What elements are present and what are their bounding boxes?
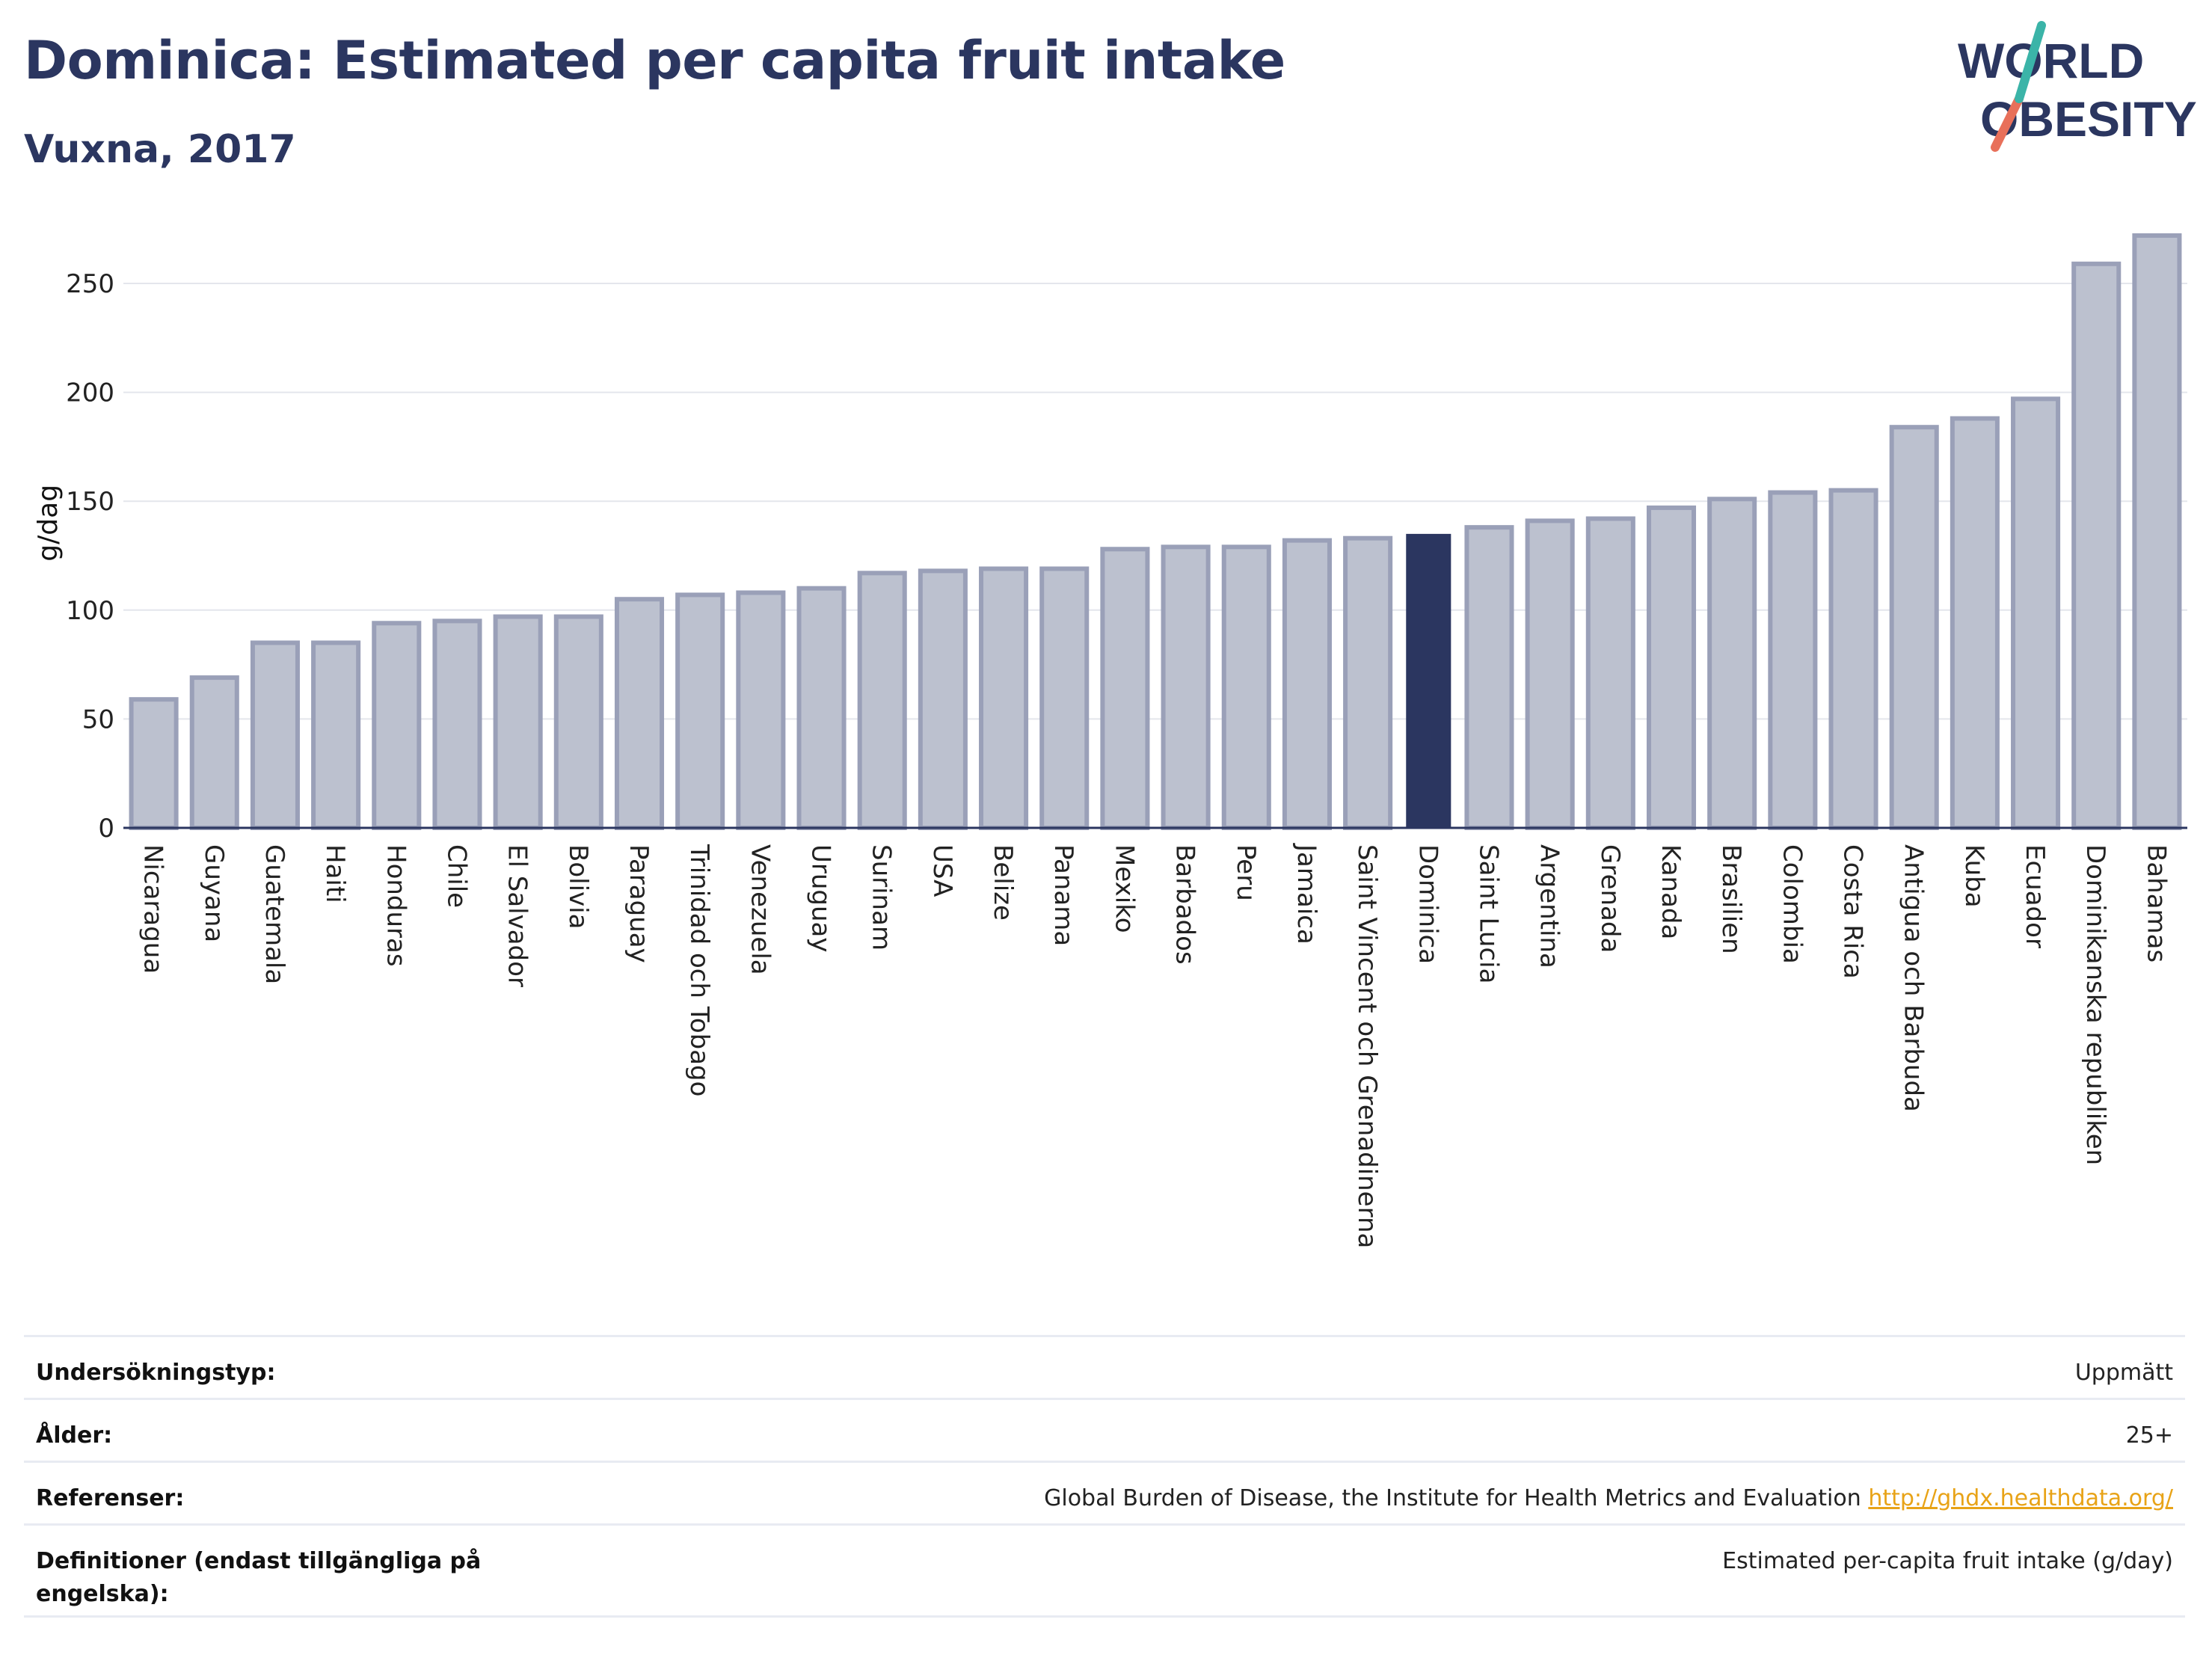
meta-row-references: Referenser: Global Burden of Disease, th… xyxy=(24,1461,2185,1523)
x-tick-label: Nicaragua xyxy=(138,844,168,974)
bar-guatemala xyxy=(250,640,300,830)
bar-brasilien xyxy=(1707,497,1757,831)
x-tick-label: Paraguay xyxy=(624,844,654,963)
bar-panama xyxy=(1039,566,1090,830)
bar-belize xyxy=(979,566,1029,830)
bar-grenada xyxy=(1585,516,1635,830)
x-tick-label: El Salvador xyxy=(503,844,532,987)
bar-dominica xyxy=(1406,533,1451,828)
bar-haiti xyxy=(311,640,361,830)
x-tick-label: Grenada xyxy=(1595,844,1625,953)
bar-colombia xyxy=(1768,490,1818,830)
meta-label: Referenser: xyxy=(36,1485,185,1511)
meta-label: Definitioner (endast tillgängliga på eng… xyxy=(36,1548,482,1607)
bar-bahamas xyxy=(2132,233,2182,831)
bar-kanada xyxy=(1646,505,1697,830)
bar-paraguay xyxy=(614,597,665,830)
x-tick-label: Antigua och Barbuda xyxy=(1899,844,1929,1112)
y-axis-label: g/dag xyxy=(33,485,64,562)
x-tick-label: Argentina xyxy=(1534,844,1564,968)
y-tick-label: 50 xyxy=(82,704,114,734)
bar-saint-lucia xyxy=(1464,525,1514,830)
x-tick-label: Costa Rica xyxy=(1838,844,1868,979)
x-tick-label: Uruguay xyxy=(806,844,836,953)
meta-value: Global Burden of Disease, the Institute … xyxy=(1044,1485,1861,1511)
bar-argentina xyxy=(1525,518,1575,831)
x-tick-label: Honduras xyxy=(381,844,411,967)
logo-line1: WORLD xyxy=(1958,33,2144,88)
bar-uruguay xyxy=(796,586,847,830)
x-tick-label: Mexiko xyxy=(1109,844,1139,933)
bar-dominikanska-republiken xyxy=(2071,261,2122,830)
x-tick-label: Dominica xyxy=(1413,844,1443,964)
y-tick-label: 250 xyxy=(66,269,114,299)
x-tick-label: Saint Lucia xyxy=(1473,844,1503,983)
x-tick-label: Bahamas xyxy=(2141,844,2171,962)
bar-honduras xyxy=(372,621,422,830)
bar-usa xyxy=(918,568,968,830)
meta-row-survey-type: Undersökningstyp: Uppmätt xyxy=(24,1335,2185,1398)
y-tick-label: 150 xyxy=(66,487,114,517)
meta-value: Uppmätt xyxy=(2074,1360,2173,1386)
x-tick-label: Colombia xyxy=(1777,844,1807,964)
x-tick-label: Jamaica xyxy=(1291,843,1321,945)
x-tick-label: Venezuela xyxy=(745,844,775,975)
bar-mexiko xyxy=(1100,547,1150,830)
reference-link[interactable]: http://ghdx.healthdata.org/ xyxy=(1868,1485,2173,1511)
bar-venezuela xyxy=(736,590,786,831)
x-tick-label: Peru xyxy=(1231,844,1261,901)
bar-saint-vincent-och-grenadinerna xyxy=(1343,535,1393,830)
bar-chile xyxy=(432,618,482,830)
bar-chart: 0 50 100 150 200 250 g/dag Nicaragua Guyana Guate… xyxy=(33,233,2187,1248)
meta-row-age: Ålder: 25+ xyxy=(24,1398,2185,1461)
x-tick-label: Chile xyxy=(441,844,471,908)
x-tick-label: Guatemala xyxy=(259,844,289,984)
x-tick-label: Dominikanska republiken xyxy=(2080,844,2110,1165)
x-tick-label: Belize xyxy=(988,844,1018,921)
bar-kuba xyxy=(1950,416,2000,830)
y-tick-label: 0 xyxy=(98,814,114,844)
y-tick-label: 100 xyxy=(66,596,114,626)
x-tick-label: Trinidad och Tobago xyxy=(684,844,714,1096)
x-tick-label: Ecuador xyxy=(2020,844,2050,948)
bar-guyana xyxy=(189,675,239,831)
x-tick-label: Kuba xyxy=(1959,844,1989,908)
x-tick-label: Saint Vincent och Grenadinerna xyxy=(1352,844,1382,1248)
bar-ecuador xyxy=(2011,396,2061,830)
x-tick-label: Brasilien xyxy=(1716,844,1746,954)
chart-title: Dominica: Estimated per capita fruit int… xyxy=(24,30,1285,91)
bar-trinidad-och-tobago xyxy=(675,592,725,831)
bar-antigua-och-barbuda xyxy=(1889,425,1939,830)
bar-el-salvador xyxy=(493,614,543,830)
bar-bolivia xyxy=(553,614,603,830)
metadata-table: Undersökningstyp: Uppmätt Ålder: 25+ Ref… xyxy=(24,1335,2185,1618)
meta-label: Undersökningstyp: xyxy=(36,1360,276,1386)
x-tick-label: Bolivia xyxy=(563,844,593,929)
meta-row-definitions: Definitioner (endast tillgängliga på eng… xyxy=(24,1523,2185,1618)
bar-jamaica xyxy=(1282,538,1332,831)
chart-subtitle: Vuxna, 2017 xyxy=(24,127,296,172)
x-tick-label: Kanada xyxy=(1656,844,1686,939)
bar-costa-rica xyxy=(1828,488,1878,830)
x-tick-label: Haiti xyxy=(320,844,350,903)
bar-nicaragua xyxy=(129,697,179,831)
x-tick-label: Barbados xyxy=(1170,844,1200,965)
y-tick-label: 200 xyxy=(66,378,114,408)
meta-value: Estimated per-capita fruit intake (g/day… xyxy=(1722,1548,2173,1574)
x-tick-label: Guyana xyxy=(199,844,229,942)
meta-label: Ålder: xyxy=(36,1422,113,1449)
x-tick-label: Surinam xyxy=(867,844,897,951)
bar-peru xyxy=(1221,544,1271,830)
meta-value: 25+ xyxy=(2125,1422,2173,1449)
bar-barbados xyxy=(1161,544,1211,830)
x-tick-label: Panama xyxy=(1048,844,1078,946)
world-obesity-logo: WORLD OBESITY xyxy=(1958,21,2197,152)
bar-surinam xyxy=(857,571,907,831)
x-tick-label: USA xyxy=(927,844,957,897)
